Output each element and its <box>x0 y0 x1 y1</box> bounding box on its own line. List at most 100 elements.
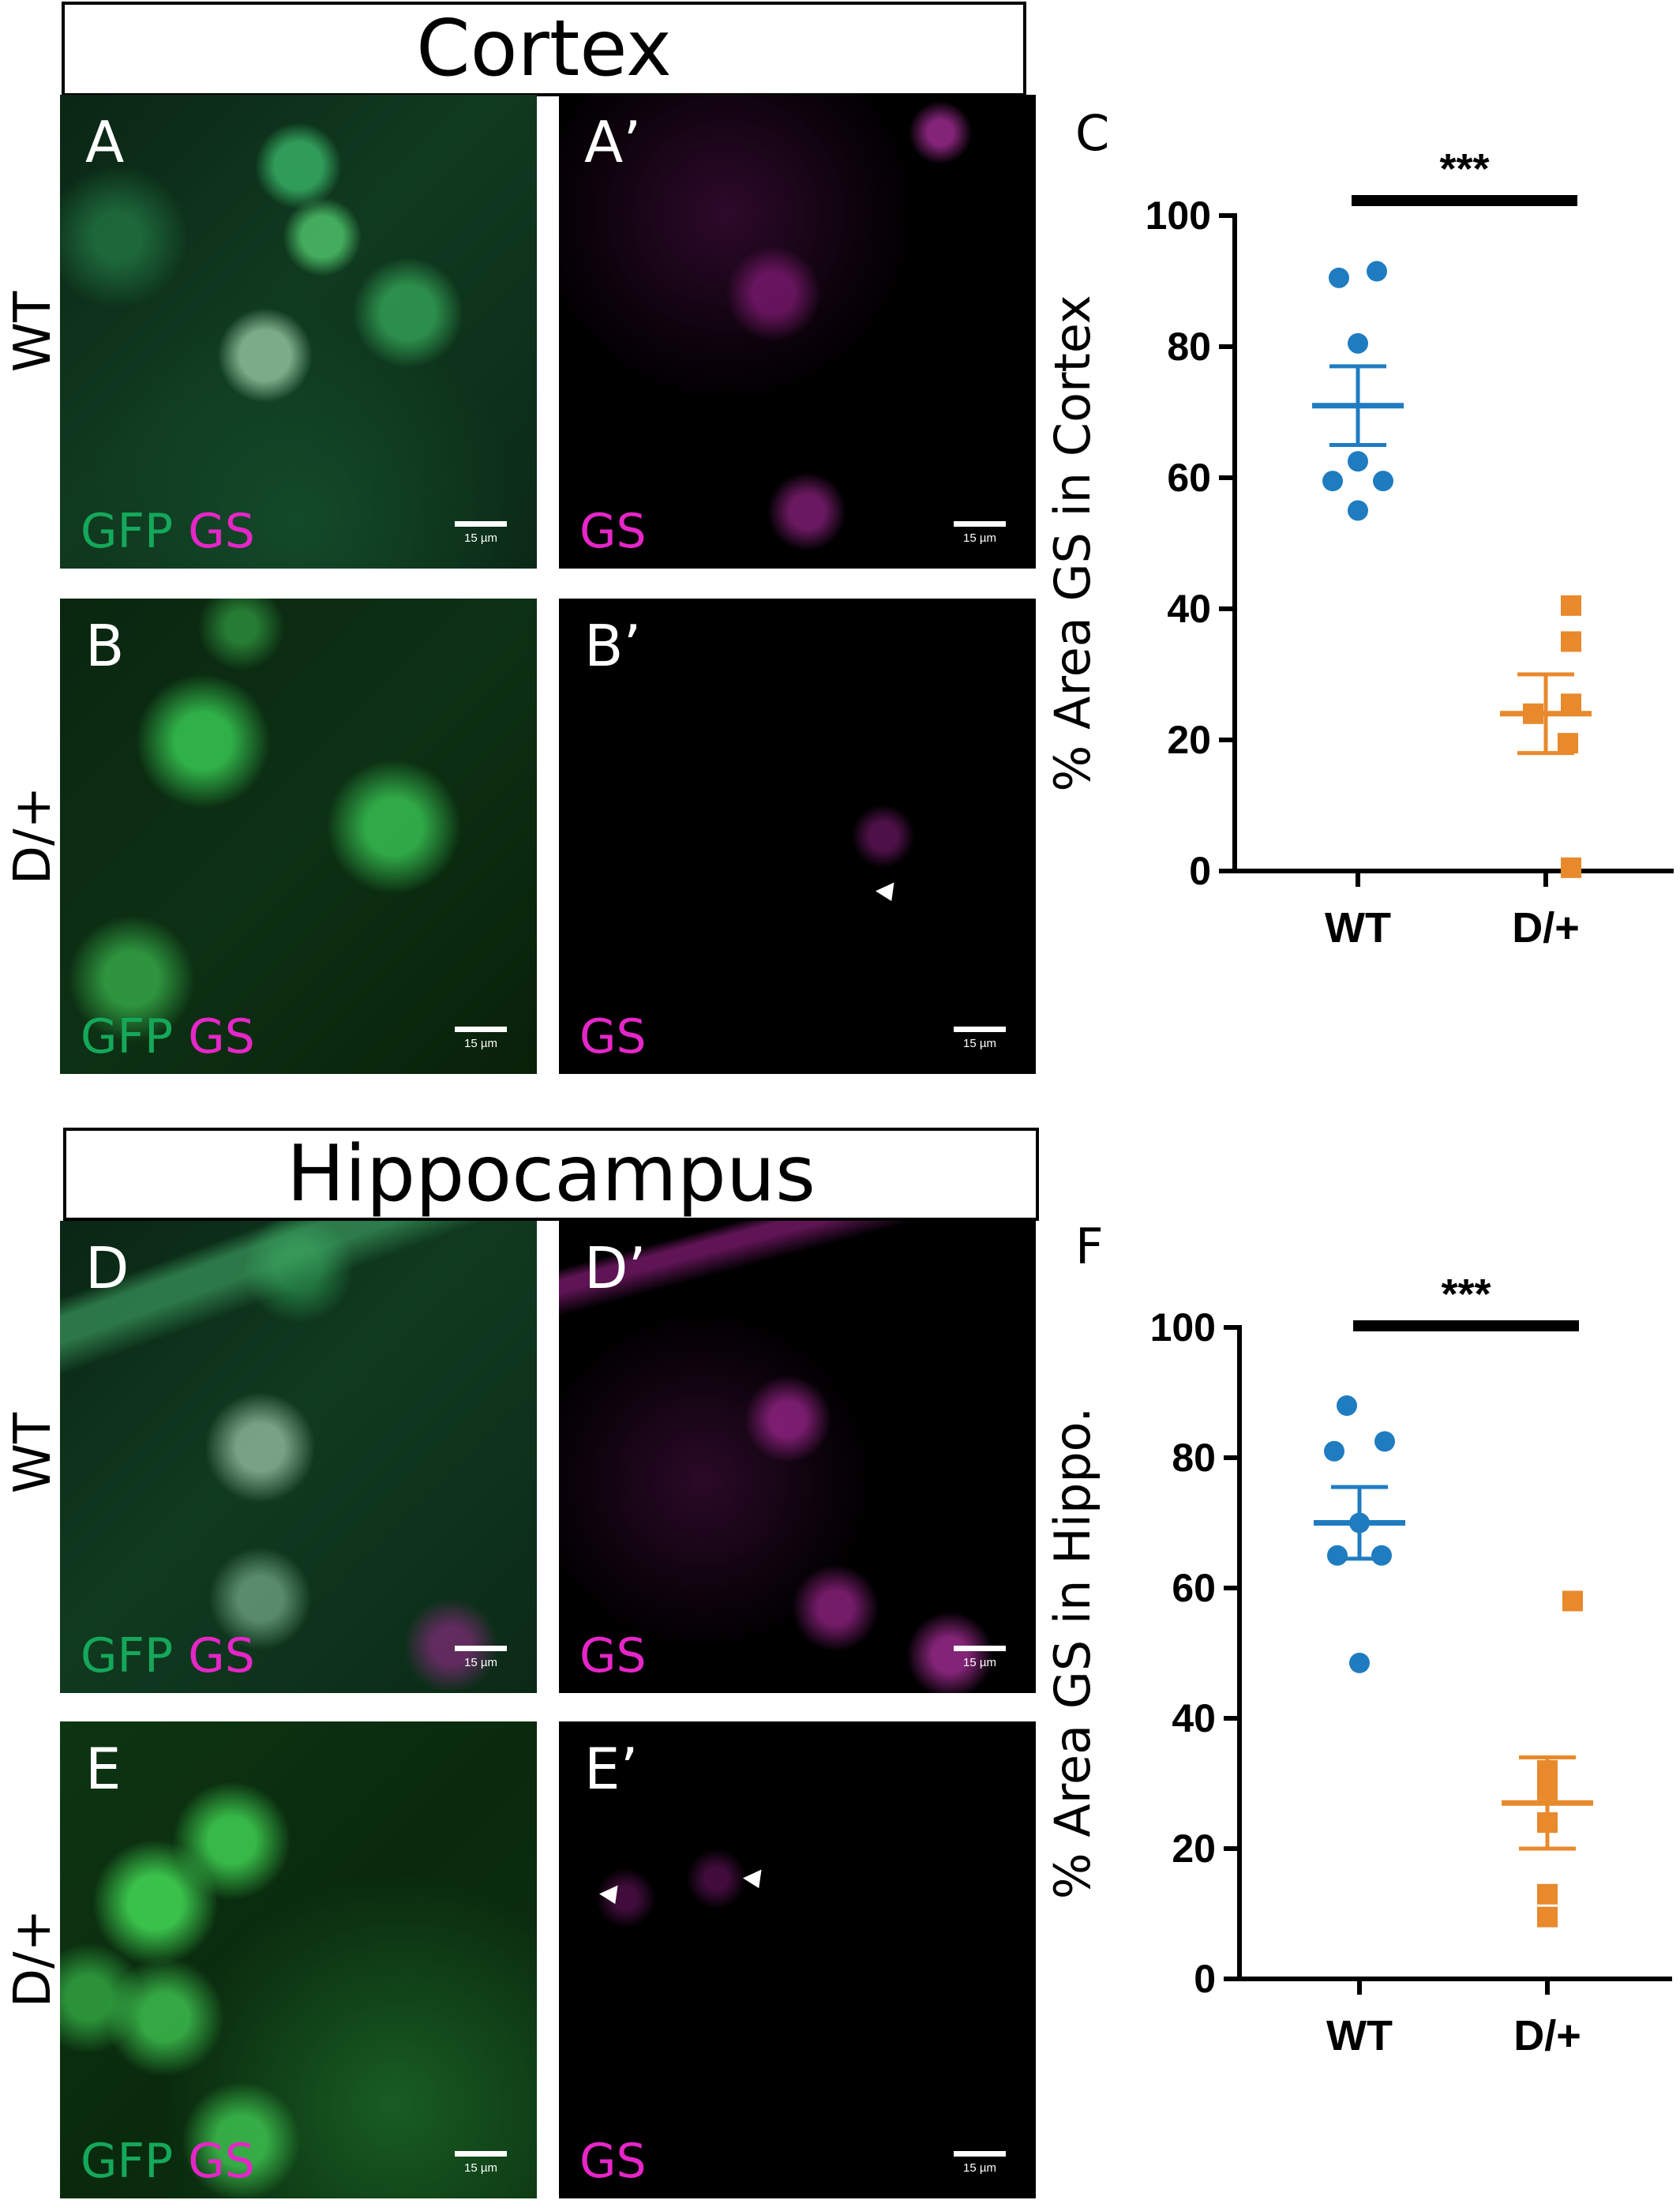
micrograph-texture <box>60 1721 537 2198</box>
stain-gs-label: GS <box>579 504 647 559</box>
stain-gs-label: GS <box>579 2134 647 2189</box>
significance-stars: *** <box>1441 1271 1491 1318</box>
scale-bar-label: 15 µm <box>464 1037 497 1050</box>
chart-panel-letter: C <box>1075 104 1109 162</box>
scale-bar-label: 15 µm <box>963 1656 996 1669</box>
panel-letter: B <box>85 613 125 679</box>
scale-bar: 15 µm <box>954 1027 1006 1050</box>
panel-letter: A’ <box>584 109 642 175</box>
stain-legend: GS <box>579 1009 647 1064</box>
chart-panel-letter: F <box>1075 1218 1104 1275</box>
data-point <box>1561 693 1581 715</box>
data-point <box>1558 733 1578 754</box>
scale-bar-label: 15 µm <box>963 1037 996 1050</box>
stain-legend: GFP GS <box>81 1628 255 1684</box>
data-point <box>1348 332 1368 354</box>
micrograph-texture <box>559 1221 1036 1693</box>
stain-gs-label: GS <box>188 2134 255 2189</box>
scale-bar-label: 15 µm <box>963 2161 996 2175</box>
scale-bar-label: 15 µm <box>963 531 996 545</box>
scale-bar: 15 µm <box>455 1027 507 1050</box>
micrograph-texture <box>559 599 1036 1074</box>
panel-letter: D’ <box>584 1235 647 1301</box>
data-point <box>1337 1395 1357 1416</box>
chart-panel-F: F % Area GS in Hippo. 0 20 40 60 80 100 WT D/+ *** <box>1044 1218 1672 2059</box>
data-point <box>1327 1545 1348 1566</box>
stain-gs-label: GS <box>188 1009 255 1064</box>
panel-letter: A <box>85 109 125 175</box>
y-tick-label: 0 <box>1189 849 1211 893</box>
data-point <box>1367 261 1387 282</box>
micrograph-panel-D: D GFP GS 15 µm <box>60 1221 537 1693</box>
y-axis-title: % Area GS in Hippo. <box>1044 1407 1101 1899</box>
stain-gfp-label: GFP <box>81 1628 174 1684</box>
data-point <box>1322 471 1343 492</box>
row-label-cortex-dplus: D/+ <box>4 786 62 885</box>
scale-bar: 15 µm <box>954 521 1006 545</box>
x-category-label: D/+ <box>1513 2012 1581 2059</box>
micrograph-panel-E-prime: E’ GS 15 µm <box>559 1721 1036 2198</box>
scale-bar: 15 µm <box>954 1646 1006 1669</box>
data-point <box>1348 500 1368 521</box>
data-point <box>1374 1431 1395 1452</box>
panel-letter: E <box>85 1736 122 1802</box>
y-tick-label: 20 <box>1167 718 1211 762</box>
data-point <box>1324 1440 1344 1462</box>
scale-bar-label: 15 µm <box>464 2161 497 2175</box>
micrograph-panel-A: A GFP GS 15 µm <box>60 95 537 569</box>
stain-legend: GFP GS <box>81 1009 255 1064</box>
micrograph-texture <box>559 1721 1036 2198</box>
scale-bar: 15 µm <box>455 1646 507 1669</box>
panel-letter: E’ <box>584 1736 639 1802</box>
scale-bar-label: 15 µm <box>464 1656 497 1669</box>
micrograph-panel-A-prime: A’ GS 15 µm <box>559 95 1036 569</box>
stain-legend: GS <box>579 1628 647 1684</box>
stain-legend: GS <box>579 2134 647 2189</box>
y-tick-label: 40 <box>1167 587 1211 631</box>
y-axis-title: % Area GS in Cortex <box>1044 295 1101 791</box>
data-point <box>1348 451 1368 472</box>
micrograph-texture <box>60 599 537 1074</box>
micrograph-panel-D-prime: D’ GS 15 µm <box>559 1221 1036 1693</box>
micrograph-texture <box>559 95 1036 569</box>
data-point <box>1561 857 1581 878</box>
data-point <box>1537 1883 1558 1905</box>
stain-gs-label: GS <box>188 1628 255 1684</box>
row-label-hippo-wt: WT <box>4 1412 62 1494</box>
y-tick-label: 40 <box>1172 1696 1216 1740</box>
y-tick-label: 60 <box>1167 456 1211 500</box>
data-point <box>1561 631 1581 652</box>
scale-bar: 15 µm <box>455 521 507 545</box>
stain-gfp-label: GFP <box>81 2134 174 2189</box>
micrograph-panel-E: E GFP GS 15 µm <box>60 1721 537 2198</box>
micrograph-panel-B-prime: B’ GS 15 µm <box>559 599 1036 1074</box>
stain-gs-label: GS <box>579 1009 647 1064</box>
section-title-hippocampus: Hippocampus <box>63 1128 1039 1221</box>
data-point <box>1537 1906 1558 1928</box>
section-title-cortex: Cortex <box>62 2 1026 96</box>
y-tick-label: 100 <box>1150 1305 1216 1350</box>
stain-gfp-label: GFP <box>81 1009 174 1064</box>
row-label-hippo-dplus: D/+ <box>4 1909 62 2008</box>
y-tick-label: 60 <box>1172 1566 1216 1610</box>
y-tick-label: 0 <box>1194 1957 1216 2001</box>
data-point <box>1329 267 1349 288</box>
stain-gs-label: GS <box>188 504 255 559</box>
y-tick-label: 20 <box>1172 1826 1216 1871</box>
stain-gfp-label: GFP <box>81 504 174 559</box>
row-label-cortex-wt: WT <box>4 291 62 373</box>
y-tick-label: 80 <box>1172 1436 1216 1480</box>
data-point <box>1349 1652 1370 1673</box>
micrograph-panel-B: B GFP GS 15 µm <box>60 599 537 1074</box>
scale-bar: 15 µm <box>954 2151 1006 2175</box>
data-point <box>1562 1590 1583 1612</box>
micrograph-texture <box>60 1221 537 1693</box>
data-point <box>1373 471 1393 492</box>
significance-stars: *** <box>1439 145 1489 193</box>
chart-panel-C: C % Area GS in Cortex 0 20 40 60 80 100 WT D/+ *** <box>1044 104 1674 952</box>
panel-letter: B’ <box>584 613 642 679</box>
y-tick-label: 100 <box>1146 193 1211 238</box>
data-point <box>1371 1545 1392 1566</box>
y-tick-label: 80 <box>1167 325 1211 369</box>
scale-bar: 15 µm <box>455 2151 507 2175</box>
